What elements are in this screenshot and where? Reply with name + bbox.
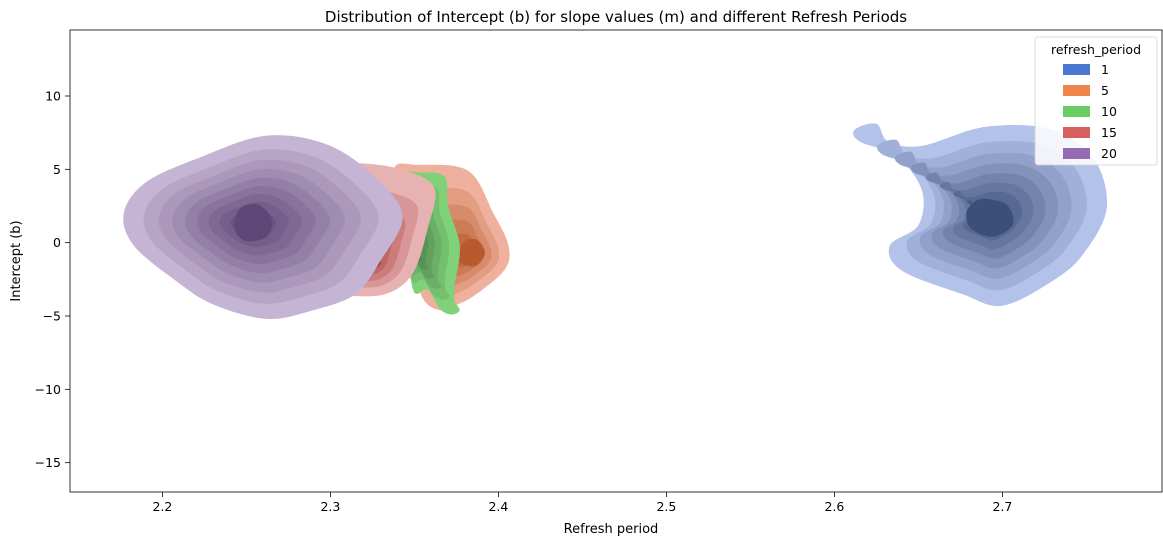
series-20-density (123, 135, 403, 320)
x-tick-label: 2.3 (320, 499, 340, 514)
x-tick-label: 2.7 (992, 499, 1012, 514)
legend-swatch-5 (1063, 85, 1090, 96)
legend-label-15: 15 (1101, 125, 1117, 140)
legend-swatch-15 (1063, 127, 1090, 138)
legend-swatch-1 (1063, 64, 1090, 75)
series-1-density-peak (966, 198, 1014, 237)
y-tick-label: 0 (53, 235, 61, 250)
y-axis-ticks: 10 5 0 −5 −10 −15 (35, 89, 70, 470)
series-20-density-peak (234, 203, 273, 242)
series-5-density-peak (457, 238, 486, 267)
y-tick-label: 10 (45, 89, 61, 104)
legend-label-1: 1 (1101, 62, 1109, 77)
legend-label-10: 10 (1101, 104, 1117, 119)
legend-label-5: 5 (1101, 83, 1109, 98)
y-tick-label: 5 (53, 162, 61, 177)
density-contours (123, 123, 1108, 320)
y-axis-label: Intercept (b) (9, 220, 24, 301)
x-tick-label: 2.5 (656, 499, 676, 514)
plot-frame (69, 29, 1163, 493)
y-tick-label: −10 (35, 382, 61, 397)
series-1-density (853, 123, 1108, 307)
x-axis-label: Refresh period (564, 522, 659, 537)
legend-title: refresh_period (1051, 42, 1141, 57)
x-tick-label: 2.4 (488, 499, 508, 514)
x-tick-label: 2.2 (152, 499, 172, 514)
y-tick-label: −5 (43, 309, 61, 324)
y-tick-label: −15 (35, 455, 61, 470)
x-tick-label: 2.6 (824, 499, 844, 514)
legend-swatch-10 (1063, 106, 1090, 117)
legend-label-20: 20 (1101, 146, 1117, 161)
legend-swatch-20 (1063, 148, 1090, 159)
chart-title: Distribution of Intercept (b) for slope … (325, 8, 907, 26)
x-axis-ticks: 2.2 2.3 2.4 2.5 2.6 2.7 (152, 492, 1012, 514)
